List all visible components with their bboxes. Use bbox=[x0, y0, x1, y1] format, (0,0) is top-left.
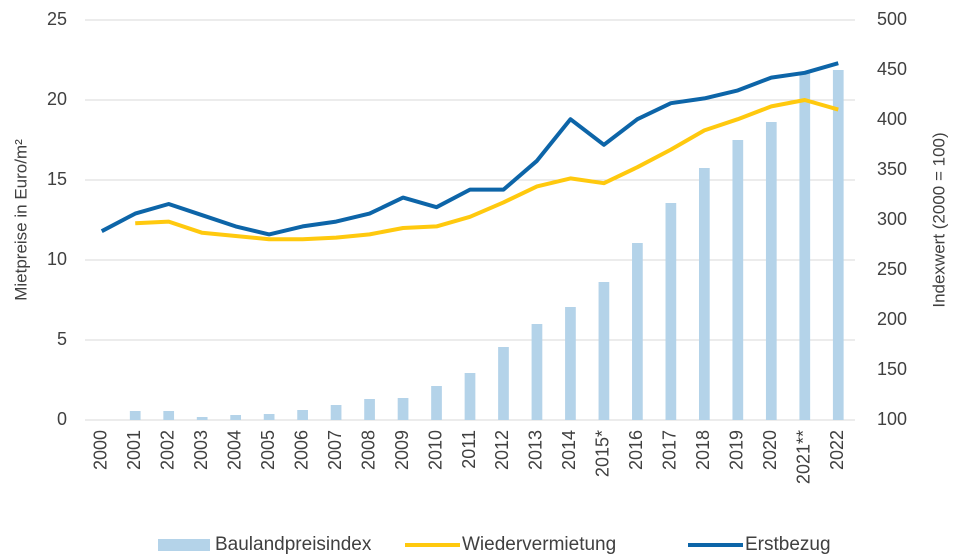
bar bbox=[598, 282, 610, 420]
x-tick-label: 2001 bbox=[124, 430, 144, 470]
y-tick-label: 15 bbox=[47, 169, 67, 189]
y2-tick-label: 100 bbox=[877, 409, 907, 429]
x-tick-label: 2010 bbox=[425, 430, 445, 470]
y2-tick-label: 400 bbox=[877, 109, 907, 129]
x-tick-label: 2000 bbox=[90, 430, 110, 470]
legend-label: Wiedervermietung bbox=[462, 534, 616, 555]
x-tick-label: 2018 bbox=[693, 430, 713, 470]
y2-tick-label: 350 bbox=[877, 159, 907, 179]
y2-tick-label: 250 bbox=[877, 259, 907, 279]
bar bbox=[397, 398, 409, 420]
x-tick-label: 2004 bbox=[224, 430, 244, 470]
x-tick-label: 2013 bbox=[526, 430, 546, 470]
y2-tick-label: 200 bbox=[877, 309, 907, 329]
x-tick-label: 2017 bbox=[660, 430, 680, 470]
y2-tick-label: 500 bbox=[877, 9, 907, 29]
y2-axis-label: Indexwert (2000 = 100) bbox=[929, 132, 948, 307]
y2-tick-label: 150 bbox=[877, 359, 907, 379]
bar bbox=[263, 414, 275, 420]
legend-label: Baulandpreisindex bbox=[215, 534, 372, 555]
x-tick-label: 2006 bbox=[291, 430, 311, 470]
bar bbox=[196, 417, 208, 420]
y-tick-label: 10 bbox=[47, 249, 67, 269]
bar bbox=[297, 410, 308, 420]
y2-tick-label: 300 bbox=[877, 209, 907, 229]
legend-swatch bbox=[158, 539, 210, 551]
x-tick-label: 2011 bbox=[459, 430, 479, 469]
x-tick-label: 2009 bbox=[392, 430, 412, 470]
x-tick-label: 2020 bbox=[760, 430, 780, 470]
x-tick-label: 2022 bbox=[827, 430, 847, 470]
x-tick-label: 2016 bbox=[626, 430, 646, 470]
y2-tick-label: 450 bbox=[877, 59, 907, 79]
bar bbox=[498, 347, 509, 420]
line bbox=[100, 61, 839, 237]
x-tick-label: 2003 bbox=[191, 430, 211, 470]
bar bbox=[632, 243, 643, 420]
bar bbox=[129, 411, 141, 420]
x-tick-label: 2008 bbox=[358, 430, 378, 470]
legend-label: Erstbezug bbox=[745, 534, 831, 555]
y-tick-label: 5 bbox=[57, 329, 67, 349]
x-tick-label: 2021** bbox=[794, 430, 814, 484]
line bbox=[135, 98, 839, 242]
bar bbox=[799, 73, 811, 420]
bar bbox=[565, 307, 576, 420]
x-tick-label: 2007 bbox=[325, 430, 345, 470]
y-tick-label: 20 bbox=[47, 89, 67, 109]
bar bbox=[364, 399, 375, 420]
bar bbox=[464, 373, 476, 420]
bar bbox=[732, 140, 744, 420]
y-axis-label: Mietpreise in Euro/m² bbox=[11, 139, 30, 301]
x-tick-label: 2012 bbox=[492, 430, 512, 470]
bar bbox=[832, 70, 844, 420]
x-tick-label: 2019 bbox=[727, 430, 747, 470]
x-tick-label: 2002 bbox=[157, 430, 177, 470]
bar bbox=[163, 411, 175, 420]
bar bbox=[431, 386, 442, 420]
bar bbox=[531, 324, 543, 420]
bar bbox=[230, 415, 242, 420]
x-tick-label: 2014 bbox=[559, 430, 579, 470]
bar bbox=[330, 405, 342, 420]
y-tick-label: 0 bbox=[57, 409, 67, 429]
bar bbox=[765, 122, 777, 420]
y-tick-label: 25 bbox=[47, 9, 67, 29]
bar bbox=[698, 168, 710, 420]
x-tick-label: 2015* bbox=[593, 430, 613, 477]
x-tick-label: 2005 bbox=[258, 430, 278, 470]
bar bbox=[665, 203, 677, 420]
